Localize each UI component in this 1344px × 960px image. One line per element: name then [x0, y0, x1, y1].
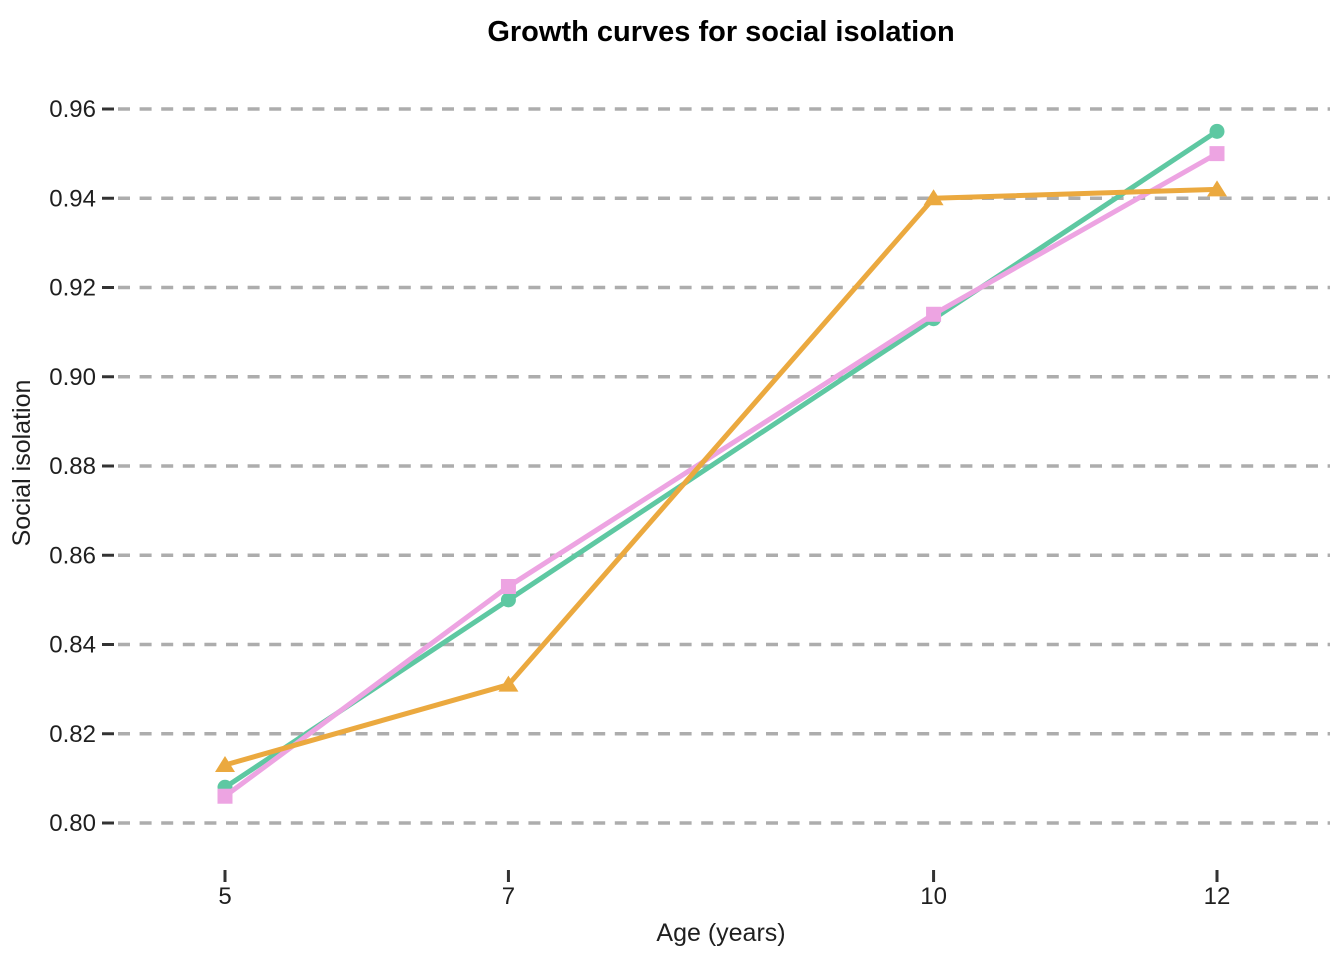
y-tick-label: 0.84 — [49, 632, 96, 659]
x-tick-label: 12 — [1204, 883, 1231, 910]
chart-title: Growth curves for social isolation — [487, 16, 954, 48]
curve-2-marker-square — [1209, 146, 1225, 162]
gridline-layer — [118, 107, 1330, 825]
series-layer — [215, 123, 1227, 804]
curve-2-marker-square — [500, 578, 516, 594]
y-tick-label: 0.80 — [49, 810, 96, 837]
curve-3-marker-triangle — [923, 189, 944, 206]
y-tick-label: 0.96 — [49, 96, 96, 123]
y-tick-label: 0.88 — [49, 453, 96, 480]
curve-3-line — [224, 186, 1218, 768]
curve-3-marker-triangle — [498, 675, 519, 692]
curve-2-line — [223, 151, 1219, 799]
curve-1-marker-circle — [500, 592, 516, 608]
y-tick-label: 0.92 — [49, 275, 96, 302]
y-tick-label: 0.82 — [49, 721, 96, 748]
y-tick-label: 0.86 — [49, 542, 96, 569]
x-tick-label: 10 — [920, 883, 947, 910]
x-tick-label: 5 — [218, 883, 231, 910]
curve-3-marker-triangle — [1207, 180, 1227, 197]
curve-3-marker-triangle — [215, 755, 235, 772]
curve-2-marker-square — [217, 788, 233, 804]
x-tick-label: 7 — [502, 883, 515, 910]
y-tick-label: 0.94 — [49, 185, 96, 212]
curve-2-marker-square — [926, 306, 942, 322]
curve-1-marker-circle — [1209, 123, 1225, 139]
x-axis-label: Age (years) — [656, 919, 785, 947]
y-axis-label: Social isolation — [8, 380, 36, 547]
axis-tick-layer: 0.80 0.82 0.84 0.86 0.88 0.90 0.92 0.94 0.96 5 7 10… — [49, 96, 1230, 910]
y-tick-label: 0.90 — [49, 364, 96, 391]
